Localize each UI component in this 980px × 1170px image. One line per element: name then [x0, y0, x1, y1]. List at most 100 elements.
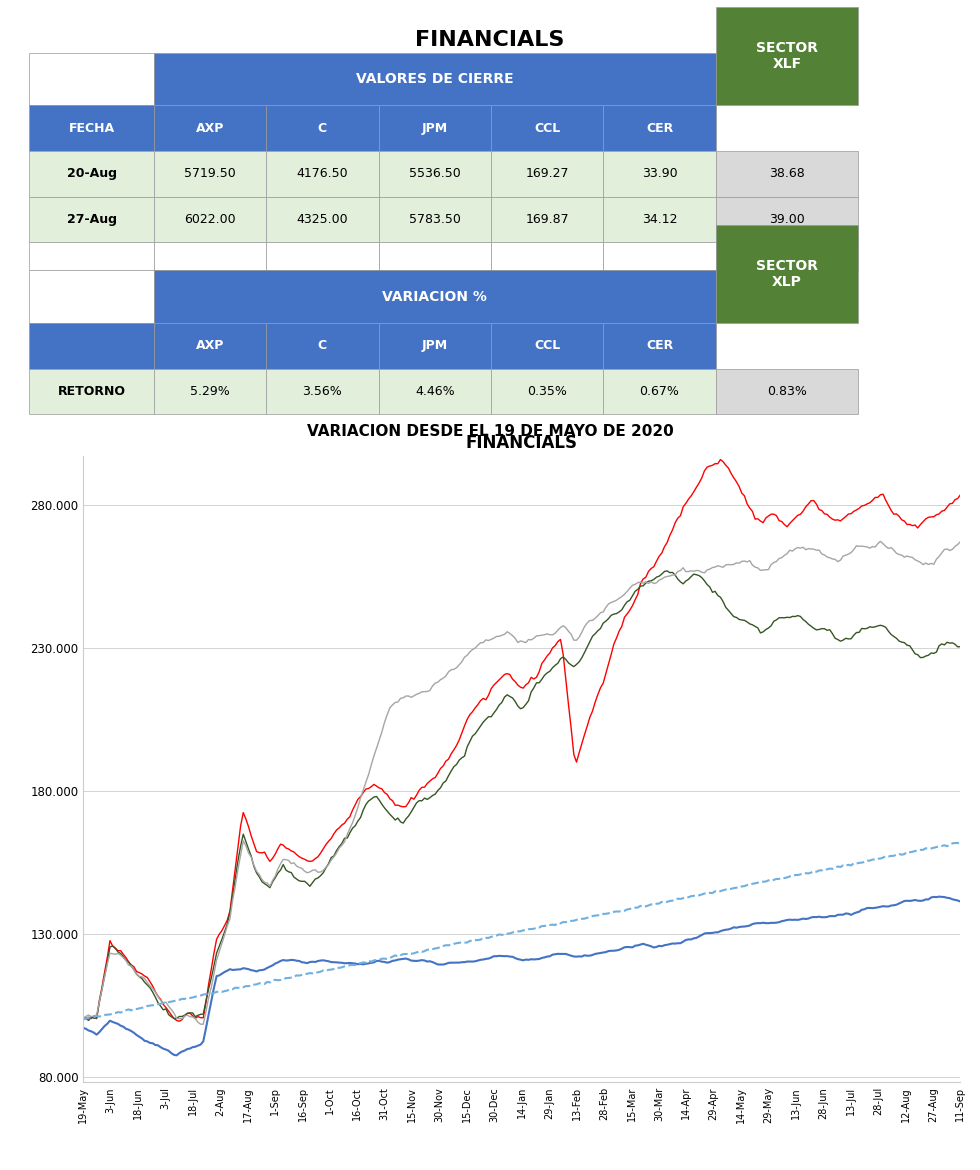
CCL: [171, 1048, 182, 1062]
Text: 0.35%: 0.35%: [527, 385, 567, 398]
C: [928, 646, 940, 660]
Text: 6022.00: 6022.00: [184, 213, 236, 226]
Text: 39.00: 39.00: [769, 213, 805, 226]
C: [851, 626, 862, 640]
Text: CER: CER: [646, 339, 673, 352]
FancyBboxPatch shape: [154, 270, 715, 323]
JPM: [195, 1017, 207, 1031]
FancyBboxPatch shape: [378, 369, 491, 414]
Text: C: C: [318, 339, 327, 352]
Text: JPM: JPM: [421, 122, 448, 135]
FancyBboxPatch shape: [715, 242, 858, 270]
FancyBboxPatch shape: [604, 197, 715, 242]
Text: 38.68: 38.68: [769, 167, 805, 180]
FancyBboxPatch shape: [267, 197, 378, 242]
AXP: [173, 1014, 185, 1028]
FancyBboxPatch shape: [378, 323, 491, 369]
JPM: [955, 535, 966, 549]
C: [77, 1013, 89, 1027]
Line: CER: CER: [83, 842, 960, 1019]
FancyBboxPatch shape: [267, 105, 378, 151]
JPM: [629, 577, 641, 591]
Text: VARIACION %: VARIACION %: [382, 290, 487, 303]
FancyBboxPatch shape: [715, 197, 858, 242]
CER: [922, 841, 934, 855]
FancyBboxPatch shape: [491, 242, 604, 270]
FancyBboxPatch shape: [378, 197, 491, 242]
Text: SECTOR
XLF: SECTOR XLF: [757, 41, 818, 71]
CCL: [925, 890, 937, 904]
CER: [845, 859, 857, 873]
CER: [176, 992, 188, 1006]
Text: VARIACION DESDE EL 19 DE MAYO DE 2020: VARIACION DESDE EL 19 DE MAYO DE 2020: [307, 424, 673, 439]
FancyBboxPatch shape: [154, 197, 267, 242]
Text: 27-Aug: 27-Aug: [67, 213, 117, 226]
JPM: [176, 1012, 188, 1026]
FancyBboxPatch shape: [267, 369, 378, 414]
CCL: [77, 1021, 89, 1035]
AXP: [629, 593, 641, 607]
FancyBboxPatch shape: [267, 323, 378, 369]
FancyBboxPatch shape: [604, 105, 715, 151]
C: [662, 564, 673, 578]
AXP: [178, 1009, 190, 1023]
JPM: [101, 957, 113, 971]
Text: 169.87: 169.87: [525, 213, 569, 226]
Line: AXP: AXP: [83, 460, 960, 1021]
FancyBboxPatch shape: [491, 323, 604, 369]
CER: [77, 1012, 89, 1026]
JPM: [848, 543, 859, 557]
FancyBboxPatch shape: [378, 151, 491, 197]
JPM: [928, 557, 940, 571]
FancyBboxPatch shape: [715, 225, 858, 323]
FancyBboxPatch shape: [154, 105, 267, 151]
C: [178, 1009, 190, 1023]
CCL: [629, 938, 641, 952]
FancyBboxPatch shape: [715, 151, 858, 197]
FancyBboxPatch shape: [29, 105, 154, 151]
Text: 4325.00: 4325.00: [297, 213, 348, 226]
CCL: [848, 907, 859, 921]
Line: JPM: JPM: [83, 542, 960, 1024]
AXP: [955, 488, 966, 502]
FancyBboxPatch shape: [378, 105, 491, 151]
CCL: [101, 1017, 113, 1031]
FancyBboxPatch shape: [267, 151, 378, 197]
C: [104, 940, 116, 954]
Text: 4.46%: 4.46%: [415, 385, 455, 398]
FancyBboxPatch shape: [604, 242, 715, 270]
Text: 33.90: 33.90: [642, 167, 677, 180]
Text: SECTOR
XLP: SECTOR XLP: [757, 259, 818, 289]
Title: FINANCIALS: FINANCIALS: [466, 434, 578, 452]
AXP: [928, 510, 940, 524]
FancyBboxPatch shape: [604, 369, 715, 414]
FancyBboxPatch shape: [604, 151, 715, 197]
FancyBboxPatch shape: [154, 369, 267, 414]
FancyBboxPatch shape: [154, 151, 267, 197]
Text: JPM: JPM: [421, 339, 448, 352]
Text: AXP: AXP: [196, 122, 224, 135]
Text: C: C: [318, 122, 327, 135]
FancyBboxPatch shape: [491, 197, 604, 242]
FancyBboxPatch shape: [378, 242, 491, 270]
Text: VALORES DE CIERRE: VALORES DE CIERRE: [356, 73, 514, 85]
Text: CCL: CCL: [534, 122, 561, 135]
CCL: [178, 1044, 190, 1058]
AXP: [77, 1011, 89, 1025]
Text: FINANCIALS: FINANCIALS: [416, 30, 564, 50]
FancyBboxPatch shape: [154, 323, 267, 369]
Text: CER: CER: [646, 122, 673, 135]
C: [955, 640, 966, 654]
JPM: [147, 982, 159, 996]
Text: AXP: AXP: [196, 339, 224, 352]
FancyBboxPatch shape: [491, 151, 604, 197]
Text: 20-Aug: 20-Aug: [67, 167, 117, 180]
Text: 169.27: 169.27: [525, 167, 568, 180]
FancyBboxPatch shape: [154, 242, 267, 270]
CCL: [955, 895, 966, 909]
FancyBboxPatch shape: [715, 369, 858, 414]
Line: CCL: CCL: [83, 896, 960, 1055]
CER: [147, 998, 159, 1012]
AXP: [101, 950, 113, 964]
CER: [626, 901, 638, 915]
